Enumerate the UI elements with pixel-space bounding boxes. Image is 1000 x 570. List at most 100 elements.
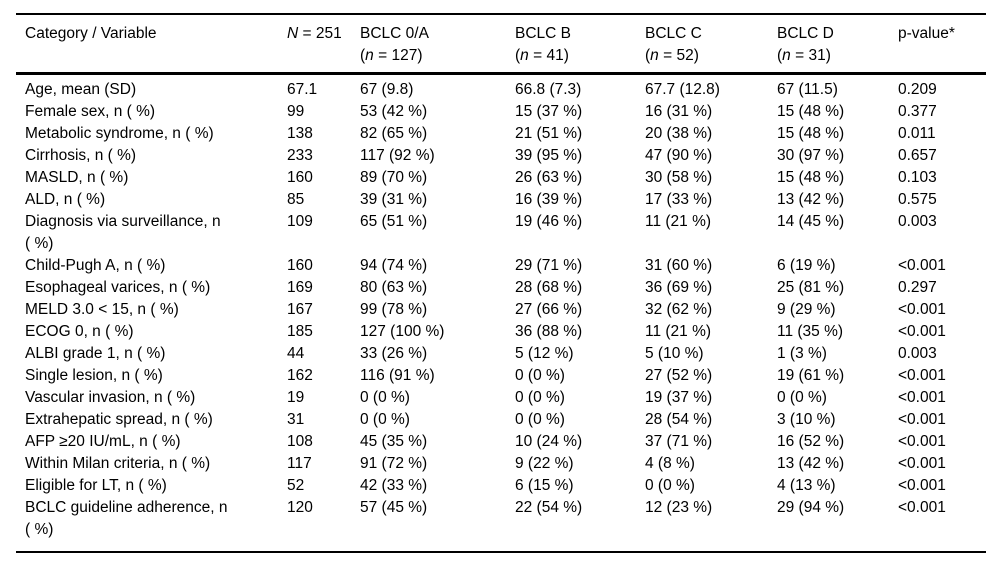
cell-group-value: 19 (46 %) bbox=[515, 213, 583, 230]
cell-group-value: 127 (100 %) bbox=[360, 323, 445, 340]
table-row: ALBI grade 1, n ( %) 44 33 (26 %) 5 (12 %) 5… bbox=[16, 343, 986, 365]
cell-group-value: 15 (48 %) bbox=[777, 103, 845, 120]
cell-group-value: 26 (63 %) bbox=[515, 169, 583, 186]
cell-pvalue: 0.103 bbox=[898, 169, 937, 186]
cell-group-value: 27 (66 %) bbox=[515, 301, 583, 318]
cell-group-value: 33 (26 %) bbox=[360, 345, 428, 362]
cell-n-total: 169 bbox=[287, 279, 313, 296]
cell-pvalue: <0.001 bbox=[898, 301, 946, 318]
group-name: BCLC D bbox=[777, 25, 834, 42]
cell-group-value: 42 (33 %) bbox=[360, 477, 428, 494]
cell-group-value: 16 (52 %) bbox=[777, 433, 845, 450]
cell-variable: ALD, n ( %) bbox=[25, 191, 106, 208]
cell-group-value: 15 (48 %) bbox=[777, 169, 845, 186]
cell-group-value: 15 (37 %) bbox=[515, 103, 583, 120]
cell-n-total: 120 bbox=[287, 499, 313, 516]
cell-variable: Age, mean (SD) bbox=[25, 81, 137, 98]
group-n-count: (n = 127) bbox=[360, 47, 423, 64]
cell-group-value: 91 (72 %) bbox=[360, 455, 428, 472]
cell-pvalue: 0.003 bbox=[898, 213, 937, 230]
cell-n-total: 167 bbox=[287, 301, 313, 318]
column-header-bclc-b: BCLC B (n = 41) bbox=[515, 14, 645, 75]
cell-variable: AFP ≥20 IU/mL, n ( %) bbox=[25, 433, 181, 450]
cell-n-total: 109 bbox=[287, 213, 313, 230]
column-header-label: p-value* bbox=[898, 25, 955, 42]
cell-group-value: 25 (81 %) bbox=[777, 279, 845, 296]
cell-pvalue: 0.209 bbox=[898, 81, 937, 98]
cell-group-value: 0 (0 %) bbox=[645, 477, 695, 494]
cell-group-value: 12 (23 %) bbox=[645, 499, 713, 516]
cell-group-value: 16 (31 %) bbox=[645, 103, 713, 120]
cell-pvalue: <0.001 bbox=[898, 257, 946, 274]
group-name: BCLC 0/A bbox=[360, 25, 429, 42]
cell-n-total: 108 bbox=[287, 433, 313, 450]
table-row: MELD 3.0 < 15, n ( %) 167 99 (78 %) 27 (66 … bbox=[16, 299, 986, 321]
cell-group-value: 1 (3 %) bbox=[777, 345, 827, 362]
cell-group-value: 66.8 (7.3) bbox=[515, 81, 582, 98]
cell-group-value: 29 (71 %) bbox=[515, 257, 583, 274]
baseline-characteristics-table-wrap: Category / Variable N = 251 BCLC 0/A (n … bbox=[16, 13, 986, 553]
cell-group-value: 67 (9.8) bbox=[360, 81, 414, 98]
table-row: Extrahepatic spread, n ( %) 31 0 (0 %) 0 (0… bbox=[16, 409, 986, 431]
cell-n-total: 185 bbox=[287, 323, 313, 340]
cell-pvalue: <0.001 bbox=[898, 411, 946, 428]
group-name: BCLC C bbox=[645, 25, 702, 42]
cell-pvalue: <0.001 bbox=[898, 433, 946, 450]
cell-group-value: 0 (0 %) bbox=[360, 389, 410, 406]
table-body: Age, mean (SD) 67.1 67 (9.8) 66.8 (7.3) 67.7… bbox=[16, 74, 986, 553]
cell-variable: ECOG 0, n ( %) bbox=[25, 323, 134, 340]
cell-group-value: 57 (45 %) bbox=[360, 499, 428, 516]
cell-pvalue: 0.657 bbox=[898, 147, 937, 164]
cell-variable: Within Milan criteria, n ( %) bbox=[25, 455, 211, 472]
cell-group-value: 20 (38 %) bbox=[645, 125, 713, 142]
column-header-pvalue: p-value* bbox=[898, 14, 986, 75]
cell-group-value: 82 (65 %) bbox=[360, 125, 428, 142]
cell-group-value: 6 (15 %) bbox=[515, 477, 574, 494]
cell-variable: BCLC guideline adherence, n( %) bbox=[25, 499, 228, 538]
cell-pvalue: 0.011 bbox=[898, 125, 936, 142]
cell-group-value: 11 (35 %) bbox=[777, 323, 844, 340]
cell-n-total: 44 bbox=[287, 345, 305, 362]
cell-group-value: 21 (51 %) bbox=[515, 125, 583, 142]
cell-pvalue: <0.001 bbox=[898, 323, 946, 340]
table-row: Female sex, n ( %) 99 53 (42 %) 15 (37 %) 16… bbox=[16, 101, 986, 123]
cell-group-value: 67 (11.5) bbox=[777, 81, 838, 98]
cell-n-total: 52 bbox=[287, 477, 305, 494]
cell-variable: ALBI grade 1, n ( %) bbox=[25, 345, 166, 362]
cell-pvalue: <0.001 bbox=[898, 389, 946, 406]
table-row: Within Milan criteria, n ( %) 117 91 (72 %… bbox=[16, 453, 986, 475]
cell-variable: Child-Pugh A, n ( %) bbox=[25, 257, 166, 274]
table-row: Age, mean (SD) 67.1 67 (9.8) 66.8 (7.3) 67.7… bbox=[16, 74, 986, 102]
cell-group-value: 0 (0 %) bbox=[515, 411, 565, 428]
cell-group-value: 27 (52 %) bbox=[645, 367, 713, 384]
cell-group-value: 53 (42 %) bbox=[360, 103, 428, 120]
cell-n-total: 162 bbox=[287, 367, 313, 384]
table-row: Vascular invasion, n ( %) 19 0 (0 %) 0 (0 %… bbox=[16, 387, 986, 409]
cell-variable: Cirrhosis, n ( %) bbox=[25, 147, 137, 164]
cell-group-value: 36 (88 %) bbox=[515, 323, 583, 340]
cell-n-total: 233 bbox=[287, 147, 313, 164]
cell-group-value: 29 (94 %) bbox=[777, 499, 845, 516]
table-header-row: Category / Variable N = 251 BCLC 0/A (n … bbox=[16, 14, 986, 75]
cell-n-total: 138 bbox=[287, 125, 313, 142]
column-header-label: Category / Variable bbox=[25, 25, 157, 42]
cell-group-value: 0 (0 %) bbox=[515, 367, 565, 384]
cell-group-value: 39 (31 %) bbox=[360, 191, 428, 208]
cell-n-total: 99 bbox=[287, 103, 305, 120]
cell-group-value: 31 (60 %) bbox=[645, 257, 713, 274]
cell-group-value: 13 (42 %) bbox=[777, 191, 845, 208]
cell-group-value: 10 (24 %) bbox=[515, 433, 583, 450]
cell-group-value: 3 (10 %) bbox=[777, 411, 836, 428]
cell-pvalue: <0.001 bbox=[898, 367, 946, 384]
cell-group-value: 0 (0 %) bbox=[515, 389, 565, 406]
cell-group-value: 19 (37 %) bbox=[645, 389, 713, 406]
cell-group-value: 19 (61 %) bbox=[777, 367, 845, 384]
column-header-category-variable: Category / Variable bbox=[16, 14, 287, 75]
cell-n-total: 85 bbox=[287, 191, 305, 208]
n-total-value: = 251 bbox=[298, 25, 342, 42]
table-row: Diagnosis via surveillance, n( %) 109 65 (… bbox=[16, 211, 986, 255]
cell-group-value: 32 (62 %) bbox=[645, 301, 713, 318]
cell-group-value: 89 (70 %) bbox=[360, 169, 428, 186]
group-name: BCLC B bbox=[515, 25, 571, 42]
table-row: Esophageal varices, n ( %) 169 80 (63 %) 28… bbox=[16, 277, 986, 299]
